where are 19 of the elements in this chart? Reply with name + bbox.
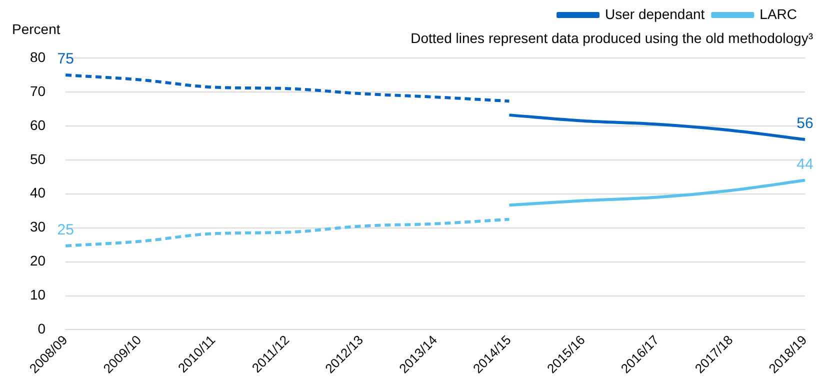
y-tick-label: 70 [30, 82, 46, 99]
y-tick-label: 20 [30, 252, 46, 269]
legend-label: LARC [760, 6, 798, 22]
y-tick-label: 30 [30, 218, 46, 235]
line-series [508, 178, 806, 207]
data-label: 75 [57, 50, 74, 68]
line-series [64, 73, 511, 103]
y-tick-label: 50 [30, 150, 46, 167]
y-tick-label: 60 [30, 116, 46, 133]
y-tick-label: 80 [30, 48, 46, 65]
y-tick-label: 10 [30, 286, 46, 303]
y-tick-label: 0 [38, 320, 46, 337]
data-label: 44 [796, 156, 814, 173]
y-axis-title: Percent [12, 21, 60, 37]
legend-label: User dependant [605, 6, 705, 22]
text: Dotted lines represent data produced using the old methodology³ [410, 30, 813, 46]
y-tick-label: 40 [30, 184, 46, 201]
data-label: 56 [796, 115, 814, 132]
data-label: 25 [57, 221, 74, 238]
